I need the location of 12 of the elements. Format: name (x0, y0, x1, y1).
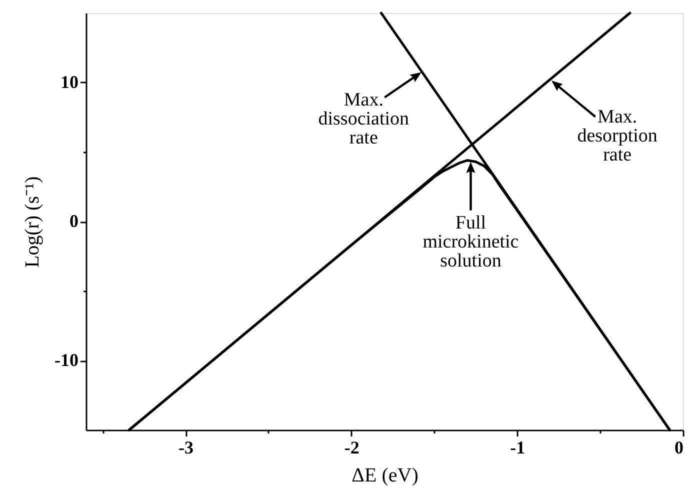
x-tick-label: -2 (344, 438, 360, 458)
x-tick-label: -3 (178, 438, 194, 458)
x-axis-title: ΔE (eV) (352, 464, 418, 486)
annotation: Max. desorption rate (577, 106, 658, 166)
y-tick-label: 0 (70, 211, 78, 231)
annotation: Max. dissociation rate (318, 89, 410, 148)
y-axis-title: Log(r) (s⁻¹) (22, 176, 44, 268)
x-tick-label: -1 (510, 438, 526, 458)
y-tick-label: 10 (60, 72, 78, 92)
annotation: Full microkinetic solution (422, 212, 519, 272)
y-tick-label: -10 (54, 350, 78, 370)
x-tick-label: 0 (674, 438, 684, 458)
